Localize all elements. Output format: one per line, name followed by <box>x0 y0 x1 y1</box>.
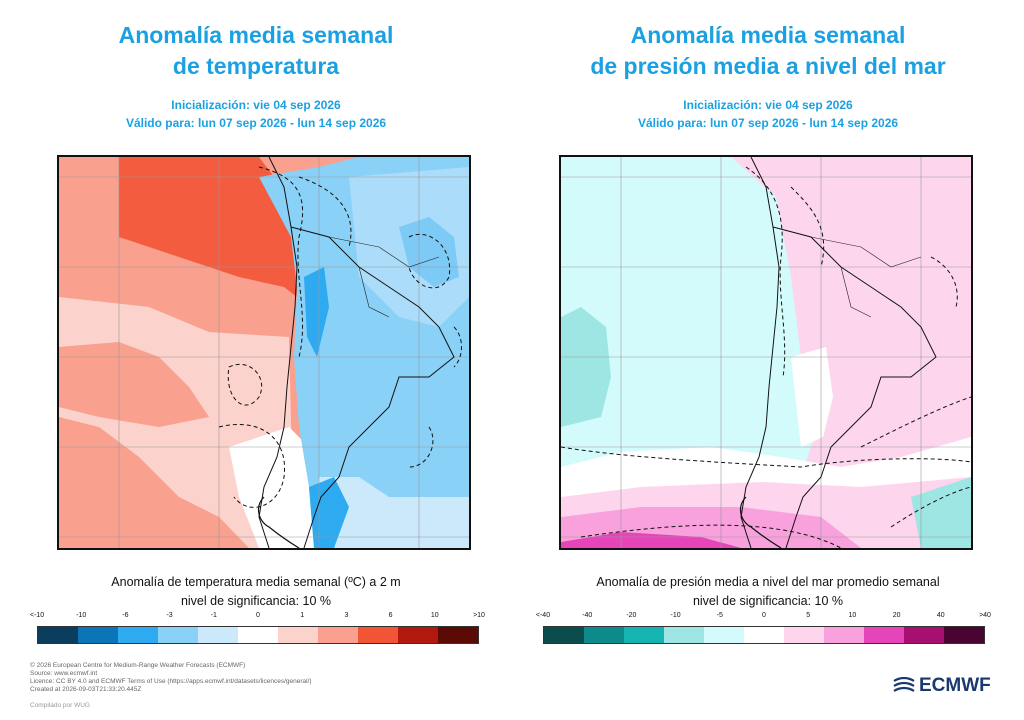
init-date: Inicialización: vie 04 sep 2026 <box>171 98 341 112</box>
colorbar-tick: -6 <box>122 612 129 619</box>
colorbar-swatch <box>438 627 478 643</box>
temperature-meta: Inicialización: vie 04 sep 2026 Válido p… <box>0 96 512 132</box>
colorbar-tick: 10 <box>848 612 857 619</box>
colorbar-tick: 6 <box>388 612 393 619</box>
colorbar-tick: 10 <box>430 612 439 619</box>
valid-range: Válido para: lun 07 sep 2026 - lun 14 se… <box>637 116 899 130</box>
colorbar-swatch <box>664 627 704 643</box>
colorbar-tick: 40 <box>936 612 945 619</box>
colorbar-tick: -1 <box>210 612 217 619</box>
colorbar-tick: 3 <box>344 612 349 619</box>
colorbar-tick: <-10 <box>29 612 45 619</box>
colorbar-tick: -40 <box>582 612 593 619</box>
colorbar-boxes <box>543 626 985 644</box>
colorbar-swatch <box>358 627 398 643</box>
ecmwf-logo: ECMWF <box>892 675 991 697</box>
colorbar-swatch <box>398 627 438 643</box>
colorbar-tick: -20 <box>626 612 637 619</box>
colorbar-swatch <box>158 627 198 643</box>
colorbar-tick: -10 <box>76 612 87 619</box>
init-date: Inicialización: vie 04 sep 2026 <box>683 98 853 112</box>
colorbar-tick: >10 <box>473 612 485 619</box>
colorbar-boxes <box>37 626 479 644</box>
colorbar-tick: 20 <box>892 612 901 619</box>
temperature-panel: Anomalía media semanal de temperatura In… <box>0 0 512 644</box>
colorbar-swatch <box>278 627 318 643</box>
colorbar-tick: 0 <box>256 612 260 619</box>
colorbar-swatch <box>38 627 78 643</box>
compiled-by: Compilado por WUG <box>30 702 90 709</box>
colorbar-swatch <box>544 627 584 643</box>
valid-range: Válido para: lun 07 sep 2026 - lun 14 se… <box>125 116 387 130</box>
colorbar-swatch <box>318 627 358 643</box>
colorbar-swatch <box>238 627 278 643</box>
pressure-caption: Anomalía de presión media a nivel del ma… <box>596 575 940 608</box>
pressure-colorbar: <-40 -40 -20 -10 -5 0 5 10 20 40 >40 <box>536 612 991 652</box>
colorbar-swatch <box>824 627 864 643</box>
colorbar-swatch <box>904 627 944 643</box>
colorbar-tick: -5 <box>716 612 723 619</box>
colorbar-tick-labels: <-10 -10 -6 -3 -1 0 1 3 6 10 >10 <box>30 612 485 626</box>
colorbar-swatch <box>784 627 824 643</box>
pressure-title: Anomalía media semanal de presión media … <box>590 22 946 79</box>
temperature-title: Anomalía media semanal de temperatura <box>118 22 394 79</box>
colorbar-tick-labels: <-40 -40 -20 -10 -5 0 5 10 20 40 >40 <box>536 612 991 626</box>
colorbar-tick: 1 <box>300 612 305 619</box>
colorbar-swatch <box>744 627 784 643</box>
ecmwf-logo-icon <box>893 677 915 692</box>
temperature-anomaly-map <box>57 155 471 550</box>
copyright-footer: © 2026 European Centre for Medium-Range … <box>30 662 312 693</box>
colorbar-swatch <box>118 627 158 643</box>
colorbar-swatch <box>944 627 984 643</box>
temperature-colorbar: <-10 -10 -6 -3 -1 0 1 3 6 10 >10 <box>30 612 485 652</box>
ecmwf-logo-text: ECMWF <box>919 675 991 696</box>
pressure-panel: Anomalía media semanal de presión media … <box>512 0 1024 644</box>
colorbar-tick: -10 <box>670 612 681 619</box>
colorbar-tick: >40 <box>979 612 991 619</box>
colorbar-tick: -3 <box>166 612 173 619</box>
colorbar-swatch <box>624 627 664 643</box>
colorbar-swatch <box>584 627 624 643</box>
colorbar-swatch <box>864 627 904 643</box>
colorbar-swatch <box>704 627 744 643</box>
colorbar-tick: 5 <box>806 612 811 619</box>
pressure-anomaly-map <box>559 155 973 550</box>
temperature-caption: Anomalía de temperatura media semanal (º… <box>111 575 401 608</box>
colorbar-swatch <box>198 627 238 643</box>
pressure-meta: Inicialización: vie 04 sep 2026 Válido p… <box>512 96 1024 132</box>
colorbar-swatch <box>78 627 118 643</box>
colorbar-tick: 0 <box>762 612 766 619</box>
colorbar-tick: <-40 <box>535 612 551 619</box>
